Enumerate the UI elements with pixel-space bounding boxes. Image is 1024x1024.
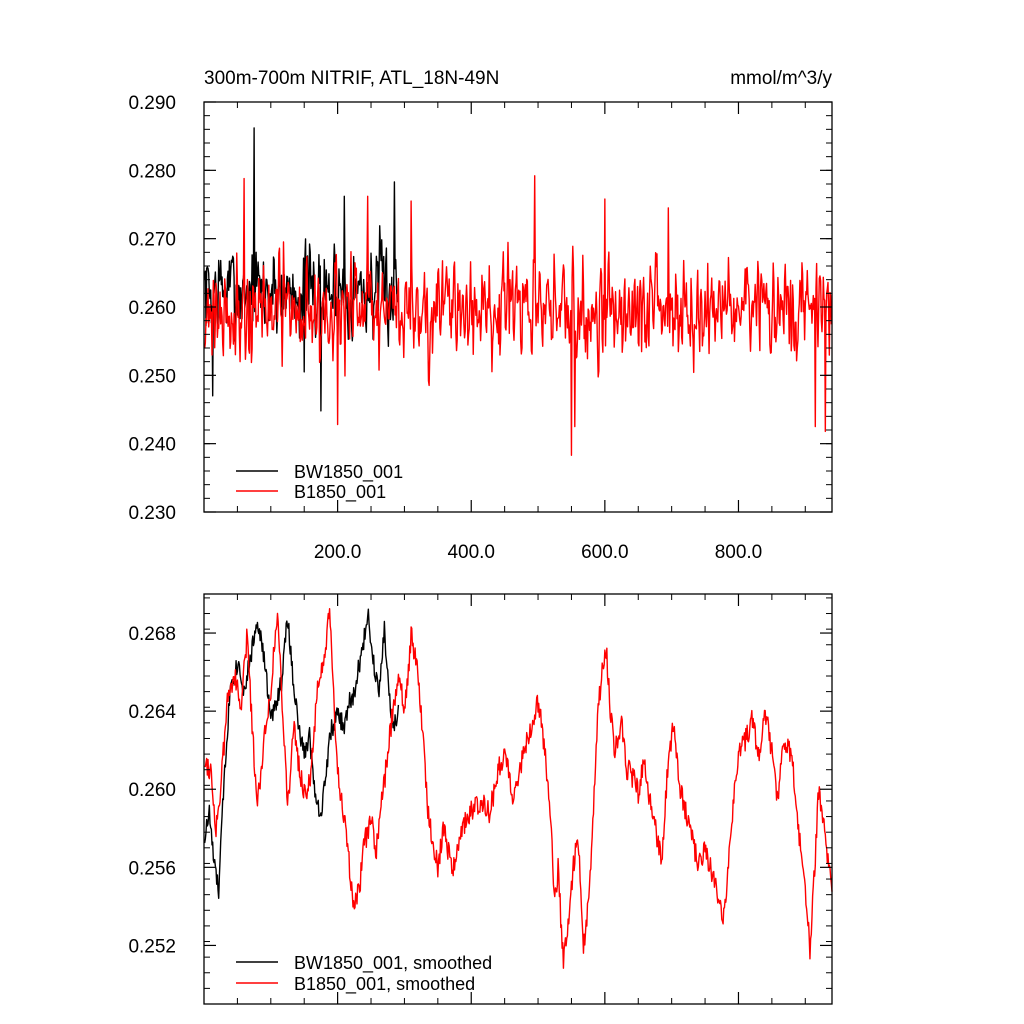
legend-label-b1850: B1850_001 xyxy=(294,482,386,503)
top-x-tick-label: 600.0 xyxy=(581,542,629,563)
top-y-tick-label: 0.230 xyxy=(128,503,176,524)
legend-label-bw1850-smoothed: BW1850_001, smoothed xyxy=(294,953,492,974)
bottom-y-tick-label: 0.256 xyxy=(128,858,176,879)
top-panel: 300m-700m NITRIF, ATL_18N-49N mmol/m^3/y… xyxy=(128,68,833,563)
top-y-tick-label: 0.270 xyxy=(128,230,176,251)
bottom-panel-frame xyxy=(203,593,833,1005)
top-panel-units: mmol/m^3/y xyxy=(730,68,832,89)
legend-label-b1850-smoothed: B1850_001, smoothed xyxy=(294,974,475,995)
top-panel-plot-lines xyxy=(203,127,833,456)
top-panel-legend: BW1850_001 B1850_001 xyxy=(236,462,403,503)
top-x-tick-label: 200.0 xyxy=(314,542,362,563)
bottom-panel-plot-lines xyxy=(203,608,833,969)
top-x-tick-label: 800.0 xyxy=(715,542,763,563)
bottom-panel: 0.252 0.256 0.260 0.264 0.268 BW1850_001, sm… xyxy=(128,593,833,1005)
top-y-tick-label: 0.250 xyxy=(128,366,176,387)
bottom-panel-legend: BW1850_001, smoothed B1850_001, smoothed xyxy=(236,953,492,995)
bottom-y-tick-label: 0.268 xyxy=(128,624,176,645)
top-series-line-1 xyxy=(203,175,833,456)
legend-label-bw1850: BW1850_001 xyxy=(294,462,403,483)
top-panel-title: 300m-700m NITRIF, ATL_18N-49N xyxy=(204,68,499,89)
bottom-series-line-1 xyxy=(204,608,833,969)
bottom-y-tick-label: 0.260 xyxy=(128,780,176,801)
bottom-y-tick-label: 0.252 xyxy=(128,936,176,957)
top-y-tick-label: 0.260 xyxy=(128,298,176,319)
top-series-line-0 xyxy=(203,127,400,412)
top-x-tick-label: 400.0 xyxy=(447,542,495,563)
top-panel-frame xyxy=(203,101,833,513)
top-y-tick-label: 0.290 xyxy=(128,93,176,114)
bottom-y-tick-label: 0.264 xyxy=(128,702,176,723)
top-y-tick-label: 0.240 xyxy=(128,435,176,456)
bottom-series-line-0 xyxy=(203,608,400,899)
bottom-panel-axes: 0.252 0.256 0.260 0.264 0.268 xyxy=(128,594,832,1005)
top-y-tick-label: 0.280 xyxy=(128,161,176,182)
